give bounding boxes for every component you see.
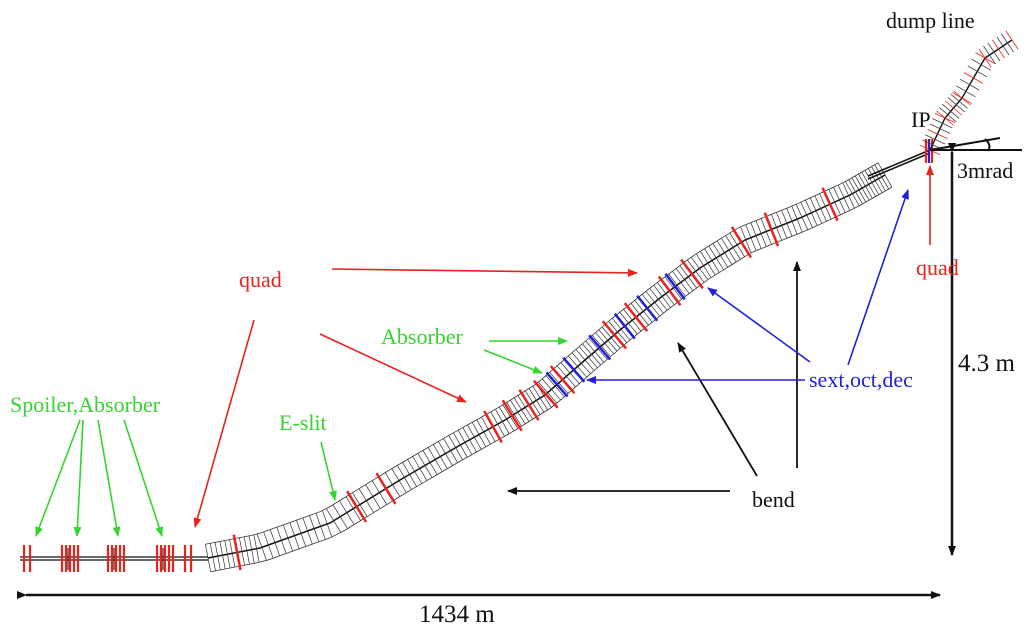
length-label: 1434 m xyxy=(419,601,495,628)
bend-arrow-diag xyxy=(677,342,758,477)
quad-element xyxy=(501,399,523,432)
quad-arrow-right xyxy=(331,268,638,277)
bend-arrows xyxy=(507,261,801,495)
crossing-angle-label: 3mrad xyxy=(957,158,1014,183)
sextupole-element xyxy=(613,312,636,340)
dump-line-lattice xyxy=(919,30,1019,156)
dump-line-label: dump line xyxy=(886,8,975,33)
quad-element xyxy=(623,302,649,333)
sextupole-element xyxy=(545,371,569,398)
quad-element xyxy=(657,275,682,306)
quad-arrow-down xyxy=(193,319,255,528)
blue-arrows xyxy=(586,189,909,384)
quad-arrow-diag xyxy=(319,333,467,403)
quad-label: quad xyxy=(239,267,282,292)
quad-element xyxy=(533,379,559,409)
beamline xyxy=(20,139,934,573)
dimension-arrows xyxy=(17,143,956,599)
sext-oct-dec-label: sext,oct,dec xyxy=(809,367,913,392)
quad-arrows xyxy=(193,165,934,528)
quad-ip-label: quad xyxy=(916,255,959,280)
quad-element xyxy=(549,365,576,394)
quad-element xyxy=(763,212,780,247)
ip-crossing xyxy=(929,137,1022,152)
sextupole-element xyxy=(588,334,612,361)
quad-element xyxy=(232,534,242,571)
ip-label: IP xyxy=(911,107,931,132)
e-slit-label: E-slit xyxy=(279,410,327,435)
sextupole-element xyxy=(664,273,686,301)
absorber-label: Absorber xyxy=(381,324,463,349)
quad-element xyxy=(375,472,397,505)
sextupole-element xyxy=(636,294,659,322)
height-label: 4.3 m xyxy=(958,350,1015,377)
quad-element xyxy=(680,258,704,290)
bend-label: bend xyxy=(752,487,795,512)
spoiler-absorber-label: Spoiler,Absorber xyxy=(10,392,161,417)
quad-element xyxy=(483,410,503,444)
sextupole-element xyxy=(562,356,586,383)
quad-element xyxy=(601,320,628,350)
quad-element xyxy=(518,389,540,421)
quad-element xyxy=(346,490,368,523)
quad-element xyxy=(821,187,839,222)
green-arrows xyxy=(35,337,568,537)
quad-element xyxy=(730,226,752,259)
